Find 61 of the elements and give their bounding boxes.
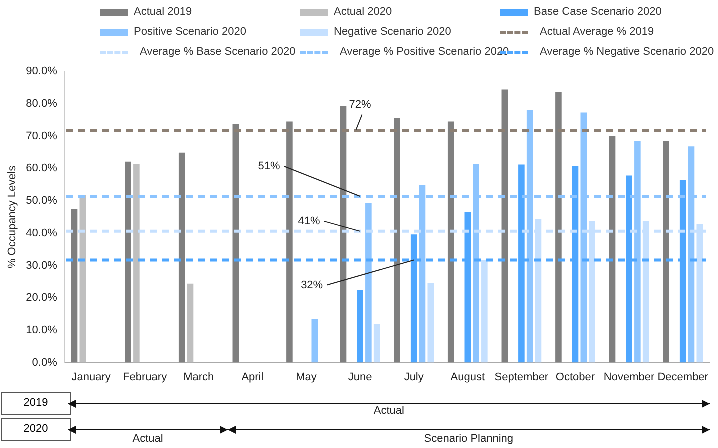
- legend-label: Base Case Scenario 2020: [534, 6, 662, 18]
- x-tick-label: May: [296, 371, 318, 384]
- x-tick-label: October: [556, 371, 596, 384]
- x-tick-label: April: [242, 371, 264, 384]
- bar: [187, 284, 194, 363]
- bar: [134, 164, 140, 363]
- bar: [366, 202, 372, 363]
- bar: [71, 209, 78, 363]
- x-tick-label: January: [72, 371, 112, 384]
- y-axis-title: % Occupancy Levels: [6, 165, 19, 269]
- legend-label: Actual 2020: [334, 6, 392, 18]
- y-tick-label: 30.0%: [26, 260, 58, 272]
- legend-label: Negative Scenario 2020: [334, 26, 452, 38]
- legend-label: Average % Negative Scenario 2020: [540, 46, 714, 58]
- text: 2020: [1, 418, 71, 441]
- y-tick-label: 50.0%: [26, 195, 58, 208]
- annotation: 72%: [349, 98, 372, 111]
- bar: [482, 260, 488, 363]
- bar: [502, 90, 508, 363]
- bar: [125, 162, 132, 363]
- bar: [448, 122, 454, 363]
- text: Scenario Planning: [424, 433, 514, 445]
- y-tick-label: 10.0%: [26, 324, 58, 336]
- x-tick-label: March: [184, 371, 214, 384]
- x-tick-label: June: [348, 371, 372, 384]
- bar: [286, 122, 293, 363]
- annotation: 32%: [301, 279, 324, 292]
- legend-label: Average % Base Scenario 2020: [140, 46, 296, 58]
- x-tick-label: September: [494, 371, 549, 384]
- y-tick-label: 90.0%: [26, 66, 58, 78]
- bar: [178, 152, 186, 363]
- y-tick-label: 40.0%: [26, 227, 58, 240]
- bar: [80, 196, 86, 363]
- legend-label: Positive Scenario 2020: [134, 26, 247, 38]
- bar: [374, 324, 380, 363]
- bar: [394, 118, 400, 363]
- text: Actual: [132, 433, 164, 445]
- x-tick-label: November: [604, 371, 655, 384]
- bar: [609, 136, 616, 363]
- x-tick-label: August: [450, 371, 486, 384]
- x-tick-label: February: [123, 371, 168, 384]
- text: 2019: [1, 392, 71, 415]
- y-tick-label: 20.0%: [26, 292, 58, 304]
- bar: [312, 319, 318, 363]
- y-tick-label: 0.0%: [32, 356, 58, 369]
- legend-label: Actual 2019: [134, 6, 192, 18]
- bar: [663, 141, 670, 363]
- y-tick-label: 80.0%: [26, 98, 58, 110]
- annotation: 51%: [258, 160, 280, 173]
- text: Actual: [374, 405, 404, 417]
- bar: [340, 106, 347, 363]
- x-tick-label: December: [658, 371, 709, 384]
- bar: [556, 92, 562, 363]
- y-tick-label: 70.0%: [26, 130, 58, 142]
- x-tick-label: July: [404, 371, 424, 384]
- bar: [232, 124, 240, 363]
- bar: [428, 283, 434, 363]
- legend-label: Actual Average % 2019: [540, 26, 654, 38]
- bar: [357, 290, 364, 363]
- annotation: 41%: [298, 215, 320, 228]
- y-tick-label: 60.0%: [26, 162, 58, 175]
